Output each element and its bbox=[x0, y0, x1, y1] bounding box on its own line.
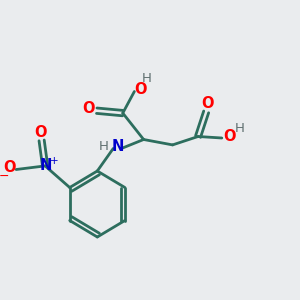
Text: +: + bbox=[50, 155, 59, 166]
Text: N: N bbox=[40, 158, 52, 173]
Text: N: N bbox=[111, 140, 124, 154]
Text: O: O bbox=[83, 101, 95, 116]
Text: O: O bbox=[34, 125, 46, 140]
Text: O: O bbox=[224, 129, 236, 144]
Text: H: H bbox=[235, 122, 245, 135]
Text: H: H bbox=[142, 72, 152, 86]
Text: O: O bbox=[134, 82, 147, 98]
Text: O: O bbox=[4, 160, 16, 175]
Text: H: H bbox=[99, 140, 109, 154]
Text: O: O bbox=[201, 96, 214, 111]
Text: −: − bbox=[0, 169, 9, 183]
